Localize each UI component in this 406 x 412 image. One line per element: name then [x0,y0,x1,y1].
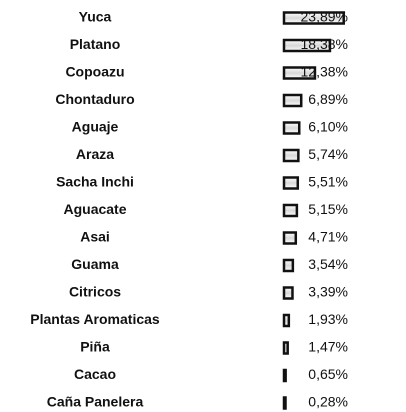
bar [282,66,317,80]
value-label: 5,15% [308,201,348,217]
category-label: Caña Panelera [47,394,144,410]
value-label: 5,74% [308,146,348,162]
bar [282,93,303,108]
category-label: Yuca [79,9,112,25]
category-label: Asai [80,229,110,245]
bar [282,203,299,218]
category-label: Copoazu [65,64,124,80]
bar [282,176,300,190]
category-label: Guama [71,256,119,272]
value-label: 12,38% [301,64,348,80]
bar [282,148,300,163]
value-label: 1,47% [308,339,348,355]
bar [282,121,301,135]
bar [282,368,287,383]
value-label: 5,51% [308,174,348,190]
bar [282,286,294,300]
value-label: 3,54% [308,256,348,272]
value-label: 0,28% [308,394,348,410]
value-label: 3,39% [308,284,348,300]
bar [282,258,295,273]
value-label: 4,71% [308,229,348,245]
category-label: Platano [70,36,121,52]
value-label: 6,10% [308,119,348,135]
category-label: Piña [80,339,110,355]
category-label: Chontaduro [55,91,134,107]
category-label: Plantas Aromaticas [30,311,160,327]
bar [282,313,291,328]
value-label: 1,93% [308,311,348,327]
value-label: 23,89% [301,9,348,25]
bar [282,11,345,25]
category-label: Citricos [69,284,121,300]
category-label: Aguaje [72,119,119,135]
category-label: Sacha Inchi [56,174,134,190]
category-label: Cacao [74,366,116,382]
bar [282,38,332,53]
bar [282,231,298,245]
value-label: 6,89% [308,91,348,107]
bar [282,341,289,355]
category-label: Araza [76,146,114,162]
bar [282,396,287,410]
value-label: 0,65% [308,366,348,382]
value-label: 18,38% [301,36,348,52]
category-label: Aguacate [63,201,126,217]
